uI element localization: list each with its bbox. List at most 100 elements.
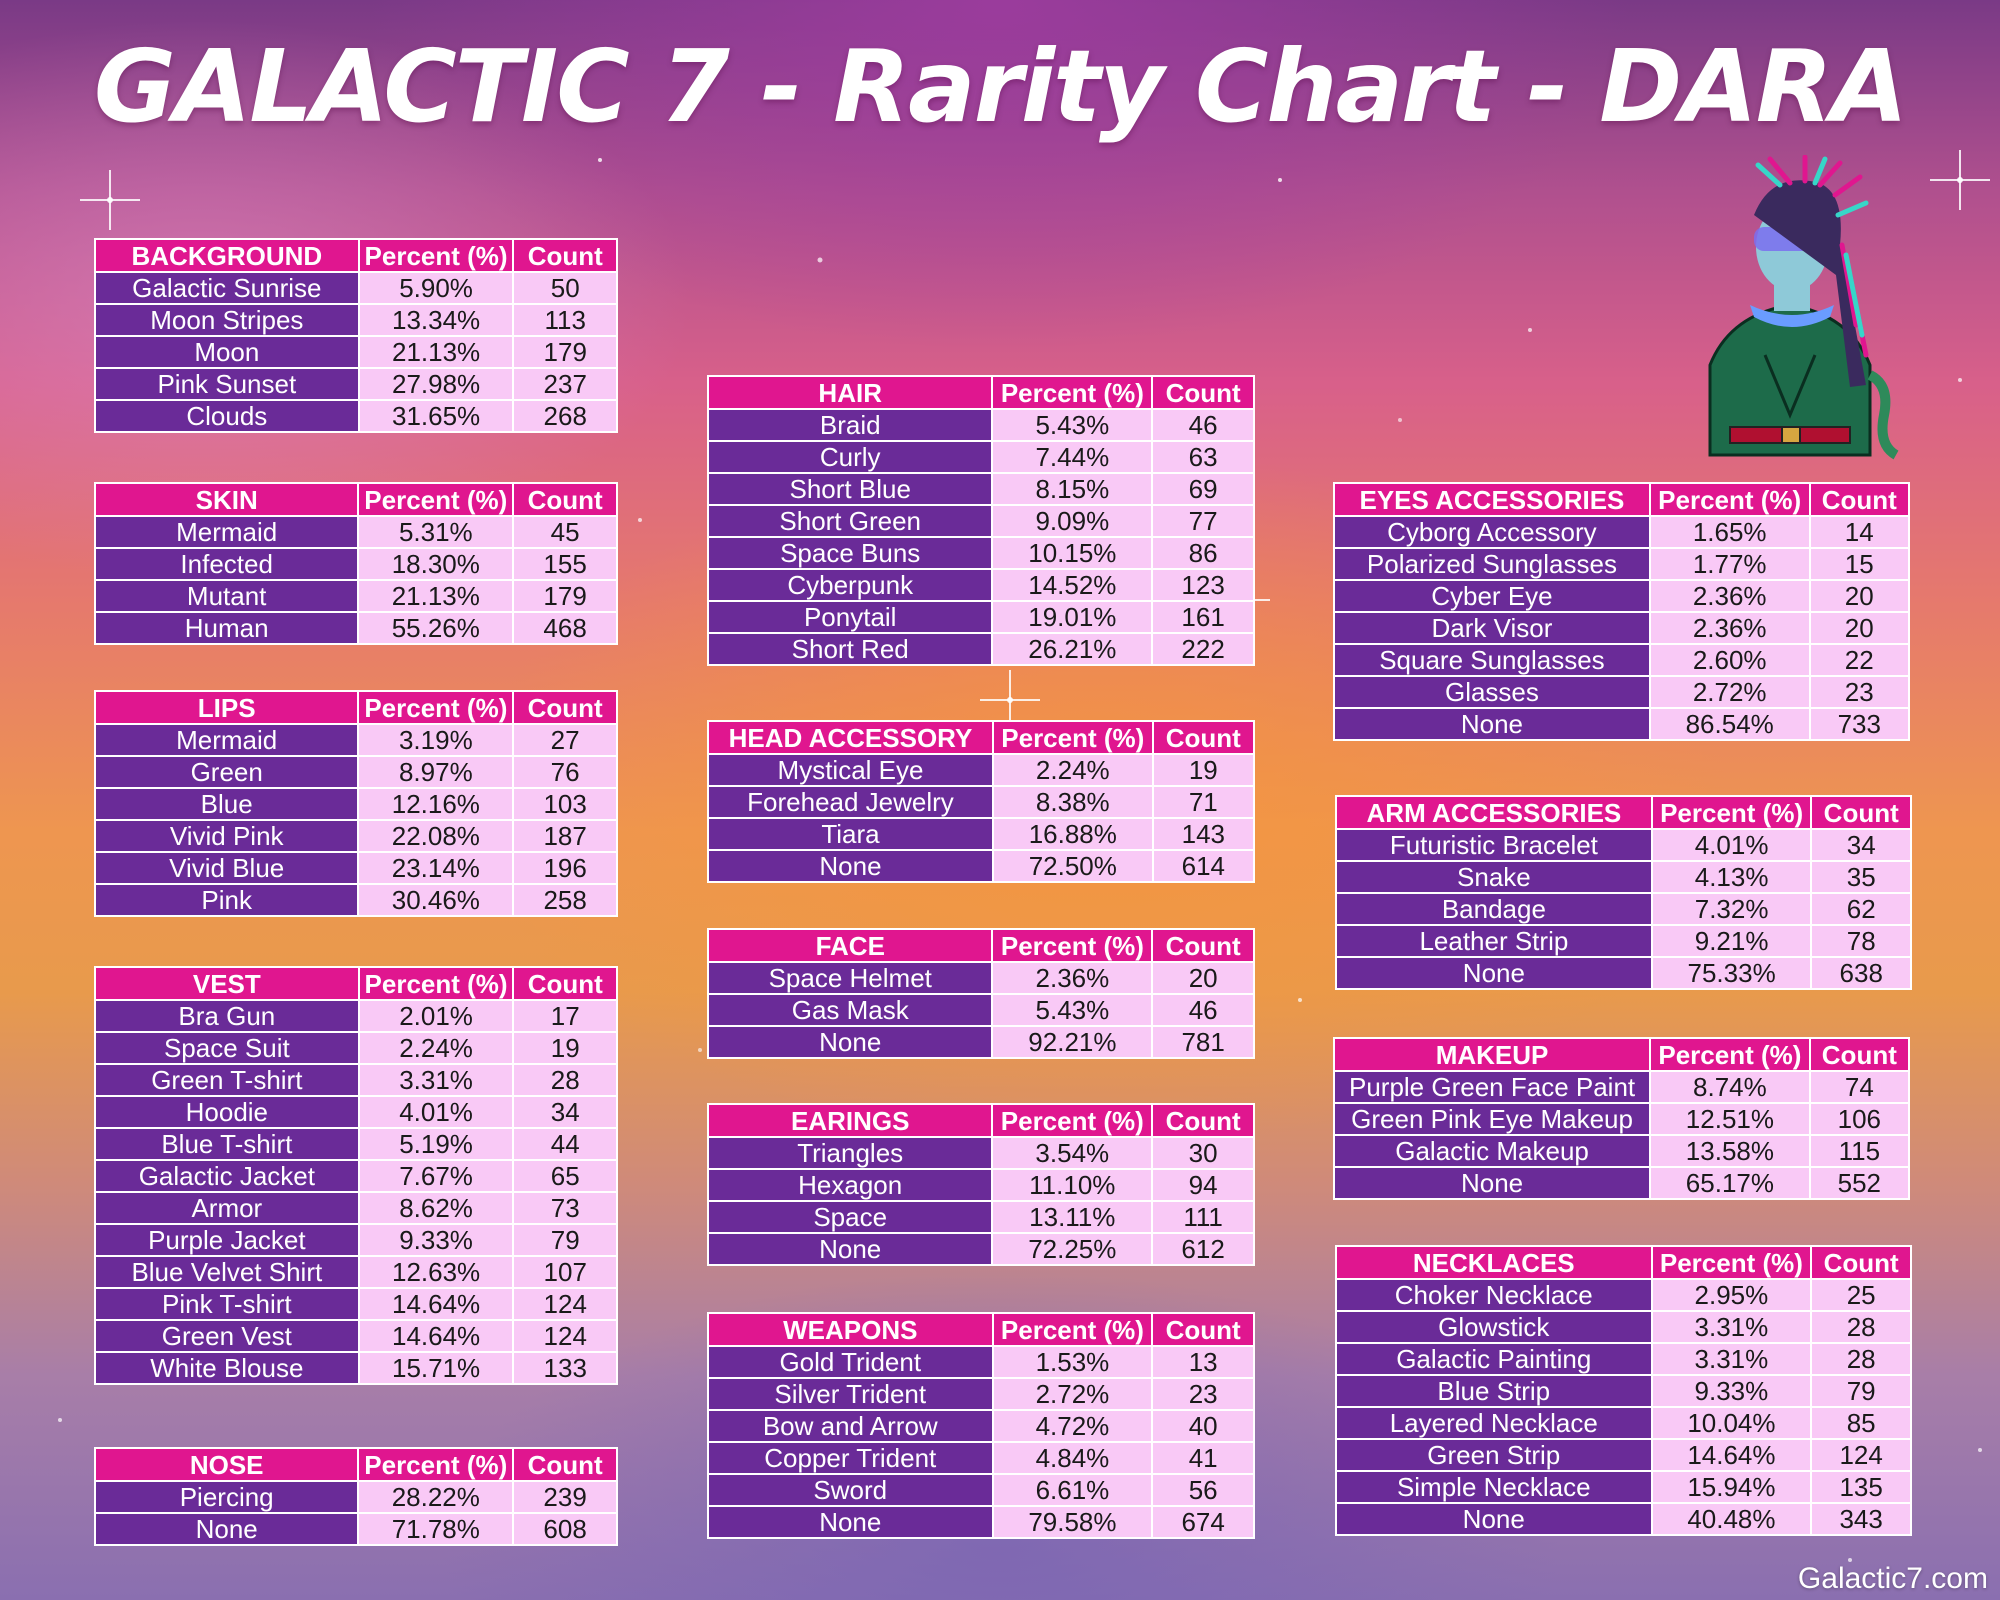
trait-name-cell: None xyxy=(707,1505,994,1539)
count-column-header: Count xyxy=(1808,482,1911,517)
percent-cell: 19.01% xyxy=(991,600,1154,634)
table-row: None 75.33% 638 xyxy=(1335,956,1912,990)
count-cell: 46 xyxy=(1151,408,1255,442)
count-cell: 115 xyxy=(1808,1134,1911,1168)
count-cell: 28 xyxy=(1810,1310,1912,1344)
percent-cell: 10.04% xyxy=(1650,1406,1813,1440)
percent-cell: 4.13% xyxy=(1650,860,1813,894)
table-row: Ponytail 19.01% 161 xyxy=(706,600,1255,634)
table-row: Dark Visor 2.36% 20 xyxy=(1333,611,1911,645)
table-row: Snake 4.13% 35 xyxy=(1335,860,1912,894)
count-cell: 20 xyxy=(1151,961,1255,995)
percent-cell: 26.21% xyxy=(991,632,1154,666)
table-row: Leather Strip 9.21% 78 xyxy=(1335,924,1912,958)
table-row: Green T-shirt 3.31% 28 xyxy=(94,1063,618,1097)
vest-table: VEST Percent (%) Count Bra Gun 2.01% 17 Space … xyxy=(94,966,618,1385)
trait-name-cell: Layered Necklace xyxy=(1335,1406,1653,1440)
trait-name-cell: Blue T-shirt xyxy=(94,1127,360,1161)
table-header-row: MAKEUP Percent (%) Count xyxy=(1332,1037,1911,1072)
trait-name-cell: None xyxy=(706,1025,994,1059)
table-header-row: VEST Percent (%) Count xyxy=(94,966,618,1001)
trait-name-cell: White Blouse xyxy=(94,1351,360,1385)
table-row: Galactic Sunrise 5.90% 50 xyxy=(94,271,618,305)
trait-name-cell: Bandage xyxy=(1335,892,1653,926)
trait-name-cell: Mutant xyxy=(93,579,360,613)
trait-name-cell: Moon xyxy=(94,335,360,369)
percent-column-header: Percent (%) xyxy=(357,238,515,273)
table-row: Vivid Blue 23.14% 196 xyxy=(93,851,618,885)
count-cell: 674 xyxy=(1151,1505,1255,1539)
percent-column-header: Percent (%) xyxy=(1650,1245,1813,1280)
percent-cell: 92.21% xyxy=(991,1025,1154,1059)
percent-cell: 4.01% xyxy=(1650,828,1813,862)
table-row: Pink 30.46% 258 xyxy=(93,883,618,917)
table-row: None 79.58% 674 xyxy=(707,1505,1255,1539)
trait-name-cell: Space Buns xyxy=(706,536,994,570)
trait-name-cell: Glowstick xyxy=(1335,1310,1653,1344)
table-row: Silver Trident 2.72% 23 xyxy=(707,1377,1255,1411)
percent-cell: 2.72% xyxy=(991,1377,1154,1411)
percent-cell: 5.90% xyxy=(357,271,515,305)
trait-name-cell: Purple Jacket xyxy=(94,1223,360,1257)
trait-name-cell: Blue xyxy=(93,787,360,821)
table-row: Pink Sunset 27.98% 237 xyxy=(94,367,618,401)
count-column-header: Count xyxy=(1151,928,1255,963)
count-cell: 106 xyxy=(1808,1102,1911,1136)
trait-name-cell: Curly xyxy=(706,440,994,474)
count-cell: 268 xyxy=(512,399,618,433)
percent-cell: 65.17% xyxy=(1649,1166,1811,1200)
table-category-header: SKIN xyxy=(93,482,360,517)
trait-name-cell: Cyberpunk xyxy=(706,568,994,602)
count-column-header: Count xyxy=(512,1447,618,1482)
trait-name-cell: Clouds xyxy=(94,399,360,433)
table-row: Mutant 21.13% 179 xyxy=(93,579,618,613)
count-column-header: Count xyxy=(512,482,618,517)
lips-table: LIPS Percent (%) Count Mermaid 3.19% 27 Green 8… xyxy=(93,690,618,917)
percent-cell: 10.15% xyxy=(991,536,1154,570)
count-cell: 34 xyxy=(1810,828,1912,862)
percent-cell: 72.25% xyxy=(991,1232,1154,1266)
count-cell: 28 xyxy=(1810,1342,1912,1376)
count-cell: 124 xyxy=(512,1287,618,1321)
table-category-header: HAIR xyxy=(706,375,994,410)
table-row: Curly 7.44% 63 xyxy=(706,440,1255,474)
table-row: Choker Necklace 2.95% 25 xyxy=(1335,1278,1912,1312)
count-cell: 179 xyxy=(512,335,618,369)
percent-cell: 3.54% xyxy=(991,1136,1154,1170)
table-row: None 72.25% 612 xyxy=(706,1232,1255,1266)
trait-name-cell: Pink Sunset xyxy=(94,367,360,401)
trait-name-cell: Polarized Sunglasses xyxy=(1333,547,1651,581)
count-cell: 15 xyxy=(1808,547,1911,581)
table-row: Green Strip 14.64% 124 xyxy=(1335,1438,1912,1472)
count-cell: 343 xyxy=(1810,1502,1912,1536)
trait-name-cell: Cyborg Accessory xyxy=(1333,515,1651,549)
percent-cell: 3.19% xyxy=(357,723,515,757)
earings-table: EARINGS Percent (%) Count Triangles 3.54% 30 H… xyxy=(706,1103,1255,1266)
trait-name-cell: Mermaid xyxy=(93,515,360,549)
trait-name-cell: Space xyxy=(706,1200,994,1234)
count-cell: 23 xyxy=(1151,1377,1255,1411)
table-row: Blue Velvet Shirt 12.63% 107 xyxy=(94,1255,618,1289)
trait-name-cell: Moon Stripes xyxy=(94,303,360,337)
makeup-table: MAKEUP Percent (%) Count Purple Green Face … xyxy=(1332,1037,1911,1200)
count-cell: 73 xyxy=(512,1191,618,1225)
percent-cell: 40.48% xyxy=(1650,1502,1813,1536)
percent-cell: 75.33% xyxy=(1650,956,1813,990)
percent-cell: 23.14% xyxy=(357,851,515,885)
trait-name-cell: Triangles xyxy=(706,1136,994,1170)
count-cell: 76 xyxy=(512,755,618,789)
table-row: Gas Mask 5.43% 46 xyxy=(706,993,1255,1027)
table-row: Glasses 2.72% 23 xyxy=(1333,675,1911,709)
percent-cell: 9.33% xyxy=(357,1223,515,1257)
count-cell: 17 xyxy=(512,999,618,1033)
count-cell: 612 xyxy=(1151,1232,1255,1266)
count-cell: 62 xyxy=(1810,892,1912,926)
percent-cell: 1.77% xyxy=(1648,547,1811,581)
percent-cell: 7.32% xyxy=(1650,892,1813,926)
background-table: BACKGROUND Percent (%) Count Galactic Sunri… xyxy=(94,238,618,433)
percent-cell: 12.51% xyxy=(1649,1102,1811,1136)
table-row: Purple Green Face Paint 8.74% 74 xyxy=(1332,1070,1911,1104)
trait-name-cell: Green T-shirt xyxy=(94,1063,360,1097)
table-row: Moon 21.13% 179 xyxy=(94,335,618,369)
percent-column-header: Percent (%) xyxy=(1648,482,1811,517)
